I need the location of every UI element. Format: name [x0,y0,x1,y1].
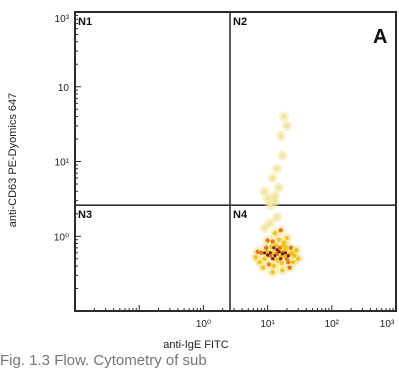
event-point [288,245,294,251]
event-point [284,123,290,129]
event-point [262,189,267,194]
quadrant-label-n4: N4 [233,209,248,221]
event-point-dense [268,251,272,255]
event-point [272,230,278,236]
event-point [255,249,260,254]
event-point [265,238,270,243]
event-point [270,250,275,256]
figure-caption: Fig. 1.3 Flow. Cytometry of sub [0,352,207,369]
event-point [271,263,277,269]
event-point [281,114,287,119]
plot-frame [74,11,397,312]
event-point [283,244,288,250]
event-point-dense [280,252,284,256]
event-point [266,262,272,267]
x-axis-label: anti-IgE FITC [163,339,228,351]
event-point [278,228,283,233]
x-tick-label: 10⁰ [196,319,211,330]
quadrant-label-n3: N3 [78,209,92,221]
event-point [262,256,267,261]
y-tick-label: 10³ [55,14,70,25]
panel-letter: A [373,26,387,48]
event-point [272,199,278,204]
event-point [276,185,282,190]
event-point [290,259,296,265]
event-point [280,268,285,273]
y-axis-ticks: 10⁰ 10¹ 10 10³ [54,14,81,312]
event-point [281,240,287,245]
event-point-dense [277,250,281,254]
event-point [279,260,284,266]
event-point [272,193,278,198]
quadrant-gates [75,12,396,311]
event-point [284,235,290,241]
event-point [265,196,270,201]
event-point [277,245,283,251]
event-point-dense [263,251,267,255]
event-points [250,111,304,278]
event-point [276,237,282,242]
event-point [268,203,273,208]
event-point-dense [279,257,283,261]
event-point [287,265,292,270]
event-point [270,270,275,275]
event-point [292,253,297,258]
y-tick-label: 10¹ [55,158,70,169]
event-point-dense [272,246,276,250]
event-point-dense [266,253,270,257]
quadrant-label-n2: N2 [233,16,247,28]
event-point [274,214,280,220]
event-point [268,220,273,226]
event-point-dense [273,254,277,258]
event-point [280,153,285,158]
x-axis-ticks: 10⁰ 10¹ 10² 10³ [74,305,395,330]
x-tick-label: 10² [325,319,340,330]
event-point [260,265,266,270]
quadrant-label-n1: N1 [78,16,92,28]
event-point [286,259,291,265]
event-point-dense [275,248,279,252]
event-point-dense [286,254,290,258]
event-point [274,166,280,171]
event-point [284,256,290,261]
event-point [270,239,275,244]
event-point [270,175,275,181]
event-point [278,133,283,139]
x-tick-label: 10³ [380,319,395,330]
quadrant-labels: N1 N2 N3 N4 [78,16,248,221]
event-point-dense [271,257,275,261]
event-point [263,245,269,251]
event-point [257,259,262,265]
x-tick-label: 10¹ [260,319,275,330]
event-point [253,255,258,260]
event-point [259,250,264,256]
y-tick-label: 10 [58,83,70,94]
event-point-dense [283,251,288,255]
y-tick-label: 10⁰ [54,232,69,243]
event-point [294,248,299,253]
event-point [262,225,267,230]
y-axis-label: anti-CD63 PE-Dyomics 647 [7,93,19,228]
event-point [275,257,281,263]
event-point [296,256,301,261]
